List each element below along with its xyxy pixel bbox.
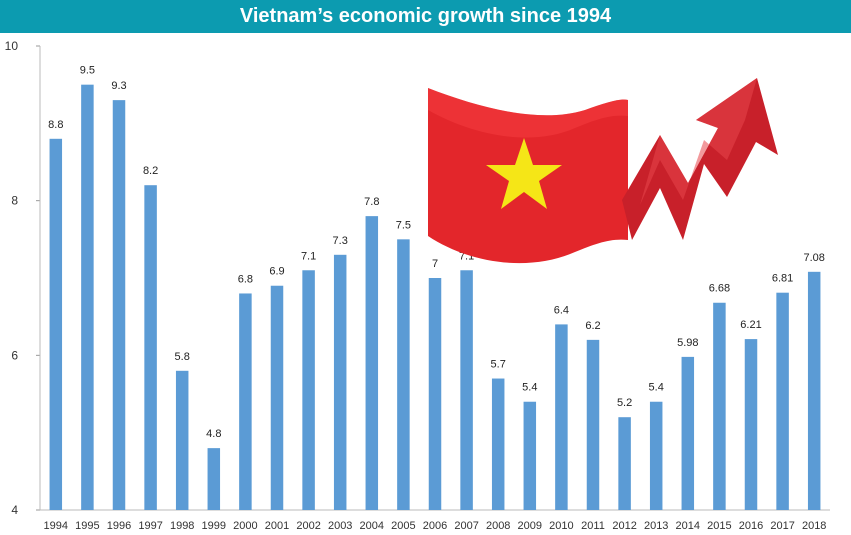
- bar-value-label: 6.81: [772, 273, 793, 285]
- bar: [618, 417, 631, 510]
- x-tick-label: 2007: [454, 520, 478, 532]
- bar: [302, 270, 315, 510]
- bar-value-label: 8.2: [143, 165, 158, 177]
- x-tick-label: 2014: [676, 520, 700, 532]
- x-tick-label: 1999: [202, 520, 226, 532]
- x-tick-label: 1997: [138, 520, 162, 532]
- bar: [175, 370, 189, 510]
- bar-value-label: 7: [432, 258, 438, 270]
- bar-value-label: 6.2: [585, 320, 600, 332]
- bar: [397, 239, 410, 511]
- bar-value-label: 4.8: [206, 428, 221, 440]
- bar-layer: [49, 84, 821, 511]
- x-tick-label: 2016: [739, 520, 763, 532]
- x-tick-label: 2002: [296, 520, 320, 532]
- x-tick-label: 2015: [707, 520, 731, 532]
- x-tick-label: 2017: [770, 520, 794, 532]
- bar-value-label: 6.21: [740, 319, 761, 331]
- bar: [365, 216, 379, 510]
- bar-value-label: 6.8: [238, 273, 253, 285]
- y-tick-label: 6: [11, 348, 18, 362]
- x-tick-label: 1995: [75, 520, 99, 532]
- bar: [681, 356, 695, 510]
- bar: [428, 278, 442, 510]
- bar: [239, 293, 252, 510]
- x-tick-label: 2001: [265, 520, 289, 532]
- bar: [144, 185, 157, 510]
- x-tick-label: 2005: [391, 520, 415, 532]
- x-tick-label: 2012: [612, 520, 636, 532]
- bar: [49, 138, 63, 511]
- vietnam-flag-icon: [428, 88, 628, 264]
- bar: [586, 339, 600, 510]
- bar-value-label: 6.68: [709, 283, 730, 295]
- bar-value-label: 6.9: [269, 266, 284, 278]
- bar-value-label: 5.98: [677, 337, 698, 349]
- bar-value-label: 7.1: [301, 250, 316, 262]
- chart-title: Vietnam’s economic growth since 1994: [0, 0, 851, 33]
- bar: [112, 100, 126, 510]
- bar-value-label: 5.4: [522, 382, 537, 394]
- bar-value-label: 5.7: [491, 359, 506, 371]
- x-tick-label: 2008: [486, 520, 510, 532]
- bar: [649, 401, 663, 510]
- bar-value-label: 5.2: [617, 397, 632, 409]
- bar-value-label: 9.5: [80, 65, 95, 77]
- x-tick-label: 1994: [44, 520, 68, 532]
- bar: [744, 339, 758, 510]
- axis-layer: 4 6 8 10: [5, 39, 830, 517]
- x-tick-label: 2004: [360, 520, 384, 532]
- y-tick-label: 4: [11, 503, 18, 517]
- bar-value-label: 8.8: [48, 119, 63, 131]
- bar-value-label: 5.4: [649, 382, 664, 394]
- bar: [270, 285, 284, 510]
- bar: [776, 292, 789, 510]
- bar-value-label: 5.8: [175, 351, 190, 363]
- bar-value-label: 7.8: [364, 196, 379, 208]
- bar-value-label: 7.3: [333, 235, 348, 247]
- value-label-layer: 8.89.59.38.25.84.86.86.97.17.37.87.577.1…: [48, 65, 825, 440]
- x-tick-label: 2011: [581, 520, 605, 532]
- bar: [523, 401, 537, 510]
- x-tick-label: 2010: [549, 520, 573, 532]
- x-tick-label: 2013: [644, 520, 668, 532]
- bar: [807, 271, 821, 510]
- bar: [555, 324, 568, 510]
- bar-value-label: 9.3: [111, 80, 126, 92]
- x-tick-label: 2006: [423, 520, 447, 532]
- bar-value-label: 6.4: [554, 304, 569, 316]
- bar: [713, 302, 726, 510]
- x-tick-label: 1996: [107, 520, 131, 532]
- bar: [81, 84, 94, 511]
- x-tick-label: 2009: [518, 520, 542, 532]
- bar: [333, 254, 347, 510]
- growth-arrow-icon: [622, 78, 778, 240]
- x-tick-label: 2018: [802, 520, 826, 532]
- bar-value-label: 7.08: [803, 252, 824, 264]
- y-tick-label: 8: [11, 194, 18, 208]
- bar: [491, 378, 505, 510]
- x-tick-label: 2000: [233, 520, 257, 532]
- bar: [207, 448, 221, 510]
- bar: [460, 270, 473, 510]
- y-tick-label: 10: [5, 39, 19, 53]
- bar-value-label: 7.5: [396, 219, 411, 231]
- x-tick-label: 1998: [170, 520, 194, 532]
- x-tick-label: 2003: [328, 520, 352, 532]
- x-tick-layer: 1994 1995 1996 1997 1998 1999 2000 2001 2002 2003…: [44, 520, 827, 532]
